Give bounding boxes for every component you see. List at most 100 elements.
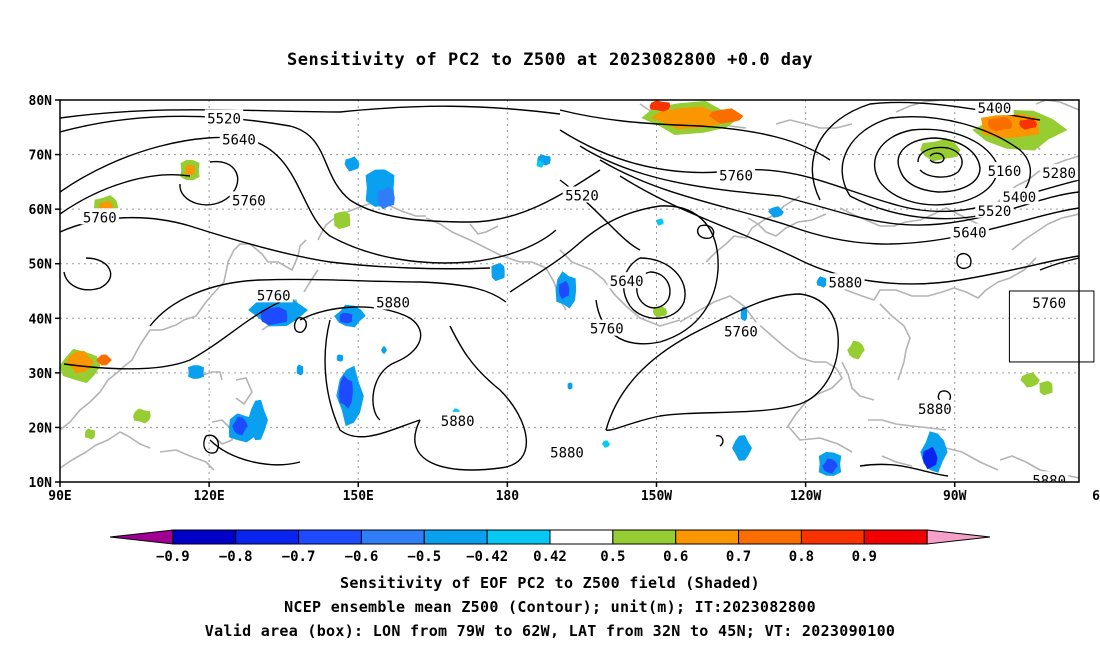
coastline-path — [879, 303, 911, 381]
contour-label-bg — [373, 293, 413, 310]
contour-line — [60, 136, 557, 264]
contour-line — [299, 306, 422, 421]
contour-label: 5640 — [953, 226, 987, 242]
colorbar-label: 0.7 — [726, 549, 751, 565]
coastline-path — [895, 100, 941, 113]
contour-label-bg — [547, 443, 587, 460]
contour-line — [209, 439, 301, 466]
sensitivity-patch — [536, 160, 544, 168]
contour-line — [696, 224, 715, 240]
contour-line — [60, 216, 491, 270]
contour-label: 5760 — [257, 288, 291, 304]
coastline-path — [868, 419, 947, 431]
colorbar-swatch — [423, 529, 488, 545]
sensitivity-patch — [708, 108, 744, 124]
contour-label: 5640 — [222, 132, 256, 148]
contour-line — [63, 257, 112, 291]
contour-label: 5760 — [590, 322, 624, 338]
contour-label-bg — [985, 161, 1024, 178]
lat-tick-label: 20N — [29, 421, 53, 436]
colorbar-swatch — [172, 529, 237, 545]
sensitivity-patch — [987, 116, 1013, 132]
contour-line — [841, 116, 1031, 220]
sensitivity-patch — [336, 354, 344, 362]
contour-label: 5640 — [610, 274, 644, 290]
contour-line — [149, 278, 507, 327]
colorbar: −0.9 −0.8 −0.7 −0.6 −0.5 −0.42 0.42 0.5 0.6 0.7 0.… — [109, 529, 991, 565]
sensitivity-patch — [188, 365, 204, 379]
contour-label: 5880 — [829, 275, 863, 291]
contour-line — [63, 301, 281, 370]
sensitivity-patch — [338, 375, 353, 409]
sensitivity-patch — [96, 354, 112, 366]
lon-tick-label: 90E — [48, 489, 71, 504]
sensitivity-patch — [816, 276, 828, 288]
contour-label-bg — [204, 109, 244, 126]
colorbar-label: −0.5 — [407, 549, 441, 565]
coastline-path — [199, 371, 223, 381]
sensitivity-patch — [296, 364, 304, 376]
contour-line — [897, 137, 981, 193]
contour-label: 5520 — [207, 112, 241, 128]
colorbar-swatch — [109, 529, 174, 545]
caption-valid-area: Valid area (box): LON from 79W to 62W, L… — [204, 622, 896, 640]
lat-tick-label: 50N — [29, 258, 53, 273]
contour-line — [917, 146, 963, 178]
coastline-path — [425, 217, 567, 311]
sensitivity-patch — [656, 218, 664, 226]
contour-label-bg — [229, 191, 269, 208]
lat-tick-label: 10N — [29, 476, 53, 491]
colorbar-label: 0.5 — [600, 549, 625, 565]
colorbar-swatch — [298, 529, 362, 545]
sensitivity-patch — [922, 446, 938, 470]
contour-label: 5400 — [978, 101, 1012, 117]
sensitivity-patch — [652, 306, 668, 318]
sensitivity-patch — [602, 440, 610, 448]
lat-tick-label: 40N — [29, 312, 53, 327]
contour-line — [293, 317, 308, 333]
sensitivity-patch — [84, 428, 95, 440]
sensitivity-patch — [1020, 372, 1040, 388]
contour-line — [956, 252, 972, 270]
contour-label-bg — [716, 166, 756, 183]
coastline-path — [303, 269, 319, 293]
sensitivity-patch — [649, 100, 671, 112]
valid-area-rect — [1008, 290, 1095, 363]
map-frame — [59, 99, 1080, 483]
contour-line — [509, 205, 719, 345]
coastline-path — [1035, 100, 1079, 111]
lat-tick-label: 80N — [29, 94, 53, 109]
contour-line — [579, 145, 1079, 226]
contour-label-bg — [1000, 188, 1039, 205]
lon-tick-label: 150E — [343, 489, 374, 504]
coastline-path — [60, 239, 307, 431]
sensitivity-patch — [651, 106, 730, 130]
contour-label: 5880 — [918, 402, 952, 418]
colorbar-label: 0.42 — [533, 549, 567, 565]
contour-label-bg — [721, 322, 761, 339]
lat-tick-label: 70N — [29, 149, 53, 164]
contour-label-bg — [587, 319, 626, 336]
sensitivity-patch — [822, 458, 838, 474]
colorbar-swatch — [235, 529, 300, 545]
contour-label-bg — [915, 399, 955, 416]
contour-line — [873, 128, 998, 206]
colorbar-swatch — [738, 529, 802, 545]
contour-label: 5880 — [550, 446, 584, 462]
sensitivity-patch — [261, 307, 288, 326]
coastline-path — [881, 455, 913, 467]
contour-label-bg — [1029, 294, 1069, 311]
sensitivity-patch — [732, 435, 752, 461]
colorbar-label: −0.8 — [219, 549, 253, 565]
contour-label: 5160 — [988, 164, 1022, 180]
sensitivity-patch — [567, 382, 573, 390]
lat-tick-label: 30N — [29, 367, 53, 382]
contour-label-bg — [80, 208, 119, 225]
contour-label-bg — [950, 223, 989, 240]
contour-label-bg — [219, 130, 259, 147]
contour-line — [559, 109, 831, 161]
lat-tick-label: 60N — [29, 203, 53, 218]
sensitivity-patch — [1039, 380, 1053, 396]
coastline-path — [317, 201, 426, 241]
sensitivity-patch — [133, 408, 151, 424]
